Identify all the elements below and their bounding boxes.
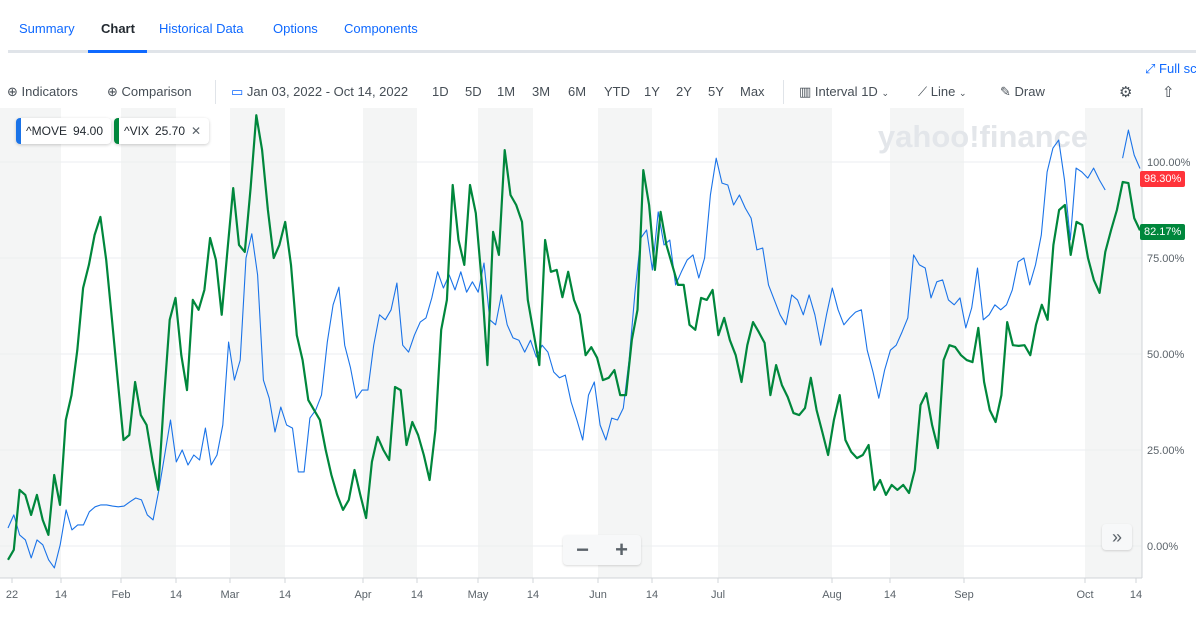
pencil-icon: ✎ [1000, 84, 1011, 99]
x-tick-label: 14 [55, 589, 67, 601]
legend-move[interactable]: ^MOVE 94.00 [16, 118, 111, 144]
remove-comparison-close-icon[interactable]: ✕ [191, 124, 202, 138]
y-tick-label: 25.00% [1147, 445, 1185, 457]
series-line-move [7, 129, 1141, 569]
shaded-period-band [1085, 108, 1142, 578]
indicators-button[interactable]: ⊕ Indicators [7, 84, 78, 100]
range-ytd[interactable]: YTD [604, 84, 630, 99]
fullscreen-label: Full sc [1159, 61, 1196, 76]
zoom-out-button[interactable]: − [576, 537, 589, 562]
x-tick-label: 14 [646, 589, 658, 601]
y-tick-label: 75.00% [1147, 253, 1185, 265]
plus-circle-icon: ⊕ [7, 84, 18, 99]
tab-summary[interactable]: Summary [19, 21, 75, 36]
chevron-down-icon: ⌄ [881, 88, 889, 98]
range-1y[interactable]: 1Y [644, 84, 660, 99]
legend-value: 25.70 [154, 124, 186, 138]
interval-value: 1D [861, 84, 878, 99]
range-1d[interactable]: 1D [432, 84, 449, 99]
tab-components[interactable]: Components [344, 21, 418, 36]
chart-toolbar: ⊕ Indicators ⊕ Comparison ▭ Jan 03, 2022… [0, 80, 1196, 104]
x-tick-label: Apr [354, 589, 371, 601]
x-tick-label: 14 [1130, 589, 1142, 601]
series-line-vix [7, 114, 1141, 561]
settings-gear-icon[interactable]: ⚙ [1119, 84, 1133, 101]
divider [783, 80, 784, 104]
legend-vix[interactable]: ^VIX 25.70 ✕ [114, 118, 210, 144]
chart-type-label: Line [930, 84, 956, 99]
date-range-button[interactable]: ▭ Jan 03, 2022 - Oct 14, 2022 [231, 84, 408, 100]
divider [215, 80, 216, 104]
chart-type-dropdown[interactable]: ⟋ Line ⌄ [918, 84, 966, 100]
ruler-icon: ▥ [799, 84, 812, 99]
plus-circle-icon: ⊕ [107, 84, 118, 99]
x-tick-label: 14 [527, 589, 539, 601]
shaded-period-band [230, 108, 285, 578]
tab-options[interactable]: Options [273, 21, 318, 36]
x-tick-label: 14 [279, 589, 291, 601]
active-tab-indicator [88, 50, 147, 53]
indicators-label: Indicators [21, 84, 78, 99]
legend-symbol: ^VIX [124, 124, 149, 138]
x-tick-label: Feb [112, 589, 131, 601]
x-tick-label: Oct [1076, 589, 1093, 601]
calendar-icon: ▭ [231, 84, 244, 99]
legend-value: 94.00 [72, 124, 103, 138]
expand-icon: ⤢ [1145, 61, 1156, 76]
shaded-period-band [478, 108, 533, 578]
y-tick-label: 100.00% [1147, 157, 1191, 169]
x-tick-label: Jul [711, 589, 725, 601]
range-2y[interactable]: 2Y [676, 84, 692, 99]
range-max[interactable]: Max [740, 84, 765, 99]
tab-chart[interactable]: Chart [101, 21, 135, 36]
y-tick-label: 50.00% [1147, 349, 1185, 361]
range-5d[interactable]: 5D [465, 84, 482, 99]
x-tick-label: May [468, 589, 489, 601]
interval-label: Interval [814, 84, 858, 99]
yahoo-finance-watermark: yahoo!finance [878, 119, 1088, 154]
shaded-period-band [0, 108, 61, 578]
x-tick-label: Jun [589, 589, 607, 601]
legend-color-swatch [114, 118, 119, 144]
shaded-period-band [718, 108, 832, 578]
x-tick-label: 22 [6, 589, 18, 601]
share-icon[interactable]: ⇧ [1162, 84, 1175, 101]
range-1m[interactable]: 1M [497, 84, 516, 99]
comparison-label: Comparison [121, 84, 192, 99]
shaded-period-band [598, 108, 652, 578]
quote-tabs: Summary Chart Historical Data Options Co… [8, 0, 1196, 53]
draw-label: Draw [1014, 84, 1045, 99]
range-5y[interactable]: 5Y [708, 84, 724, 99]
scroll-to-latest-button[interactable]: » [1102, 524, 1132, 550]
zoom-in-button[interactable]: + [615, 537, 628, 562]
x-tick-label: Sep [954, 589, 974, 601]
y-tick-label: 0.00% [1147, 541, 1178, 553]
chevron-down-icon: ⌄ [958, 88, 967, 98]
x-tick-label: Aug [822, 589, 842, 601]
move-last-value-badge: 98.30% [1140, 171, 1186, 187]
zoom-controls: − + [563, 535, 641, 565]
shaded-period-band [121, 108, 176, 578]
shaded-period-band [363, 108, 417, 578]
range-6m[interactable]: 6M [568, 84, 587, 99]
x-tick-label: 14 [884, 589, 896, 601]
x-tick-label: Mar [221, 589, 240, 601]
range-3m[interactable]: 3M [532, 84, 551, 99]
shaded-period-band [890, 108, 964, 578]
comparison-button[interactable]: ⊕ Comparison [107, 84, 192, 100]
date-range-label: Jan 03, 2022 - Oct 14, 2022 [246, 84, 409, 99]
x-tick-label: 14 [411, 589, 423, 601]
vix-last-value-badge: 82.17% [1140, 224, 1186, 240]
tab-historical-data[interactable]: Historical Data [159, 21, 244, 36]
line-chart-icon: ⟋ [918, 84, 928, 99]
legend-color-swatch [16, 118, 21, 144]
draw-button[interactable]: ✎ Draw [1000, 84, 1045, 100]
interval-dropdown[interactable]: ▥ Interval 1D ⌄ [799, 84, 889, 100]
legend-symbol: ^MOVE [26, 124, 67, 138]
fullscreen-button[interactable]: ⤢ Full sc [1145, 61, 1196, 77]
x-tick-label: 14 [170, 589, 182, 601]
